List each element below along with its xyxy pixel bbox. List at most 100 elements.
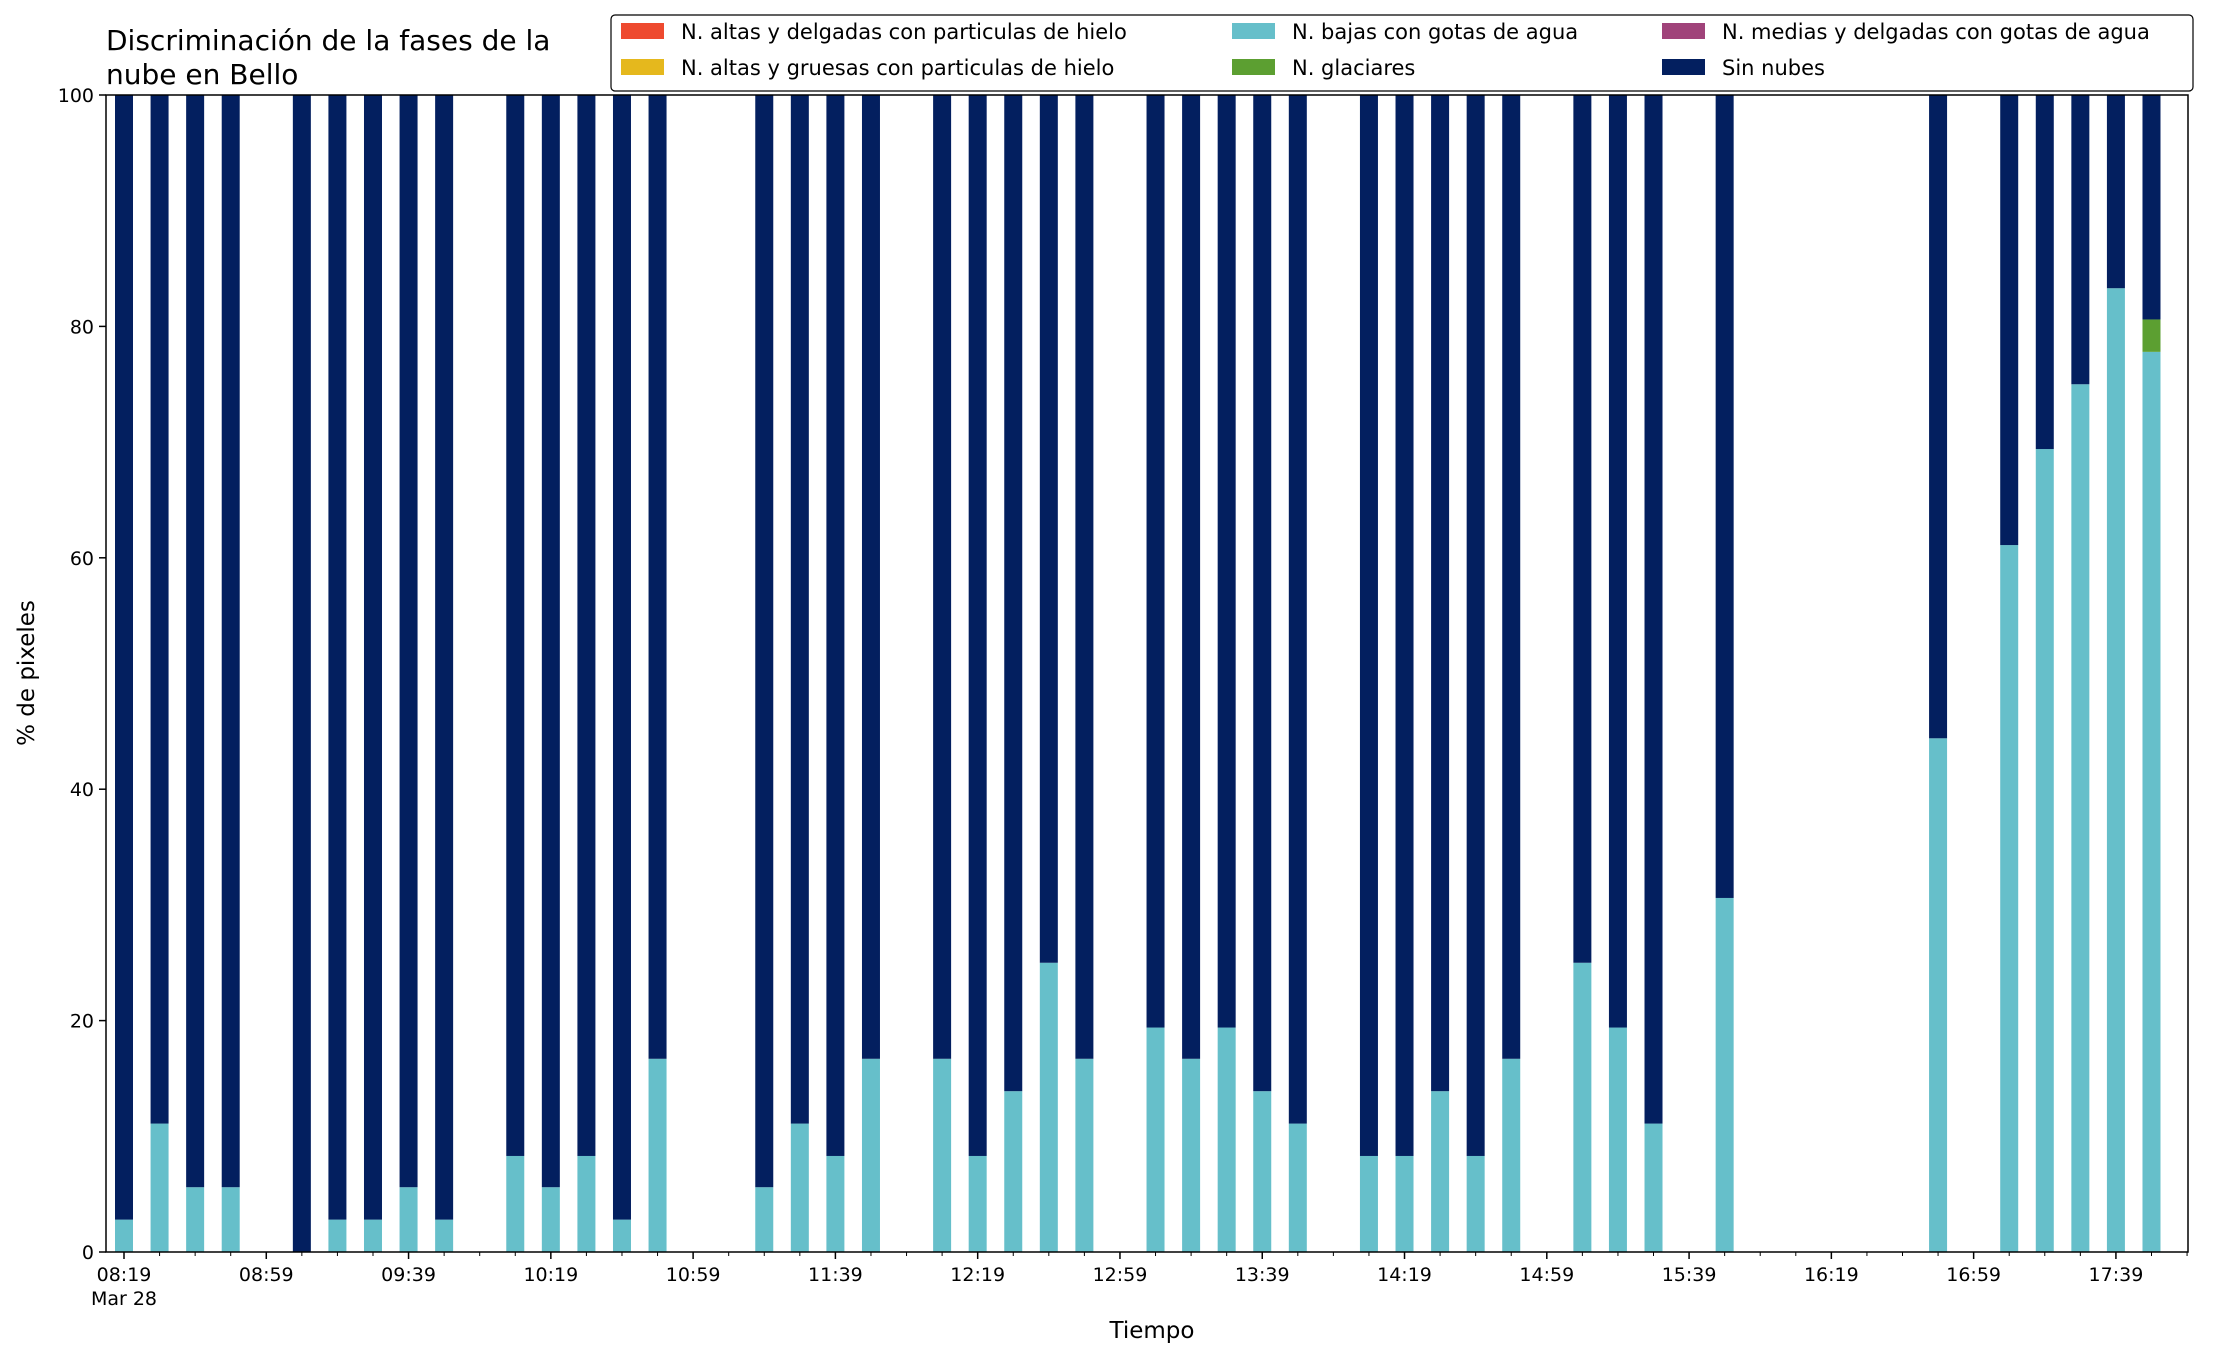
bar-segment-low-clouds (186, 1187, 205, 1252)
bar-stack (1395, 95, 1414, 1252)
bar-stack (790, 95, 809, 1252)
y-tick-label: 40 (70, 779, 94, 801)
bar-segment-low-clouds (363, 1219, 382, 1252)
x-tick-label: 08:59 (239, 1264, 294, 1286)
bar-segment-low-clouds (1466, 1155, 1485, 1252)
bar-segment-low-clouds (150, 1123, 169, 1252)
x-tick-label: 13:39 (1235, 1264, 1290, 1286)
bar-segment-low-clouds (1715, 897, 1734, 1252)
bar-segment-clear-sky (328, 95, 347, 1220)
bar-segment-low-clouds (541, 1187, 560, 1252)
bar-segment-clear-sky (1715, 95, 1734, 898)
bar-segment-clear-sky (541, 95, 560, 1188)
y-tick-label: 60 (70, 548, 94, 570)
legend: N. altas y delgadas con particulas de hi… (610, 14, 2194, 92)
bar-segment-clear-sky (506, 95, 525, 1156)
x-tick-label: 16:19 (1804, 1264, 1859, 1286)
bar-segment-clear-sky (790, 95, 809, 1124)
legend-label: N. medias y delgadas con gotas de agua (1722, 20, 2150, 44)
bar-segment-clear-sky (1075, 95, 1094, 1059)
x-tick-label: 15:39 (1662, 1264, 1717, 1286)
bar-stack (292, 95, 311, 1252)
bar-stack (506, 95, 525, 1252)
bar-stack (1466, 95, 1485, 1252)
bar-segment-low-clouds (1395, 1155, 1414, 1252)
bar-stack (186, 95, 205, 1252)
bar-segment-clear-sky (1929, 95, 1948, 739)
bar-stack (1039, 95, 1058, 1252)
legend-swatch (621, 23, 664, 39)
chart-title-line2: nube en Bello (106, 58, 298, 91)
bar-segment-low-clouds (1573, 962, 1592, 1252)
bar-segment-clear-sky (1502, 95, 1521, 1059)
legend-swatch (1232, 23, 1275, 39)
bar-segment-low-clouds (826, 1155, 845, 1252)
bar-segment-clear-sky (1395, 95, 1414, 1156)
bar-stack (933, 95, 952, 1252)
x-tick-label: 17:39 (2089, 1264, 2144, 1286)
legend-label: Sin nubes (1722, 56, 1825, 80)
legend-item: Sin nubes (1662, 56, 1825, 80)
bar-segment-low-clouds (435, 1219, 454, 1252)
x-axis-label: Tiempo (1109, 1318, 1195, 1344)
bar-stack (435, 95, 454, 1252)
bars-layer (115, 95, 2161, 1252)
bar-stack (968, 95, 987, 1252)
bar-stack (1288, 95, 1307, 1252)
bar-stack (577, 95, 596, 1252)
bar-segment-low-clouds (1217, 1027, 1236, 1252)
bar-segment-clear-sky (150, 95, 169, 1124)
bar-segment-low-clouds (612, 1219, 631, 1252)
y-tick-label: 20 (70, 1011, 94, 1033)
bar-segment-clear-sky (1608, 95, 1627, 1028)
bar-segment-clear-sky (115, 95, 133, 1220)
bar-stack (541, 95, 560, 1252)
bar-segment-low-clouds (1608, 1027, 1627, 1252)
bar-segment-low-clouds (2035, 449, 2054, 1252)
bar-segment-low-clouds (2142, 351, 2161, 1252)
bar-segment-clear-sky (648, 95, 667, 1059)
bar-stack (648, 95, 667, 1252)
y-ticks: 0 20 40 60 80 100 (58, 85, 106, 1264)
legend-swatch (1662, 59, 1705, 75)
y-tick-label: 100 (58, 85, 94, 107)
bar-stack (2035, 95, 2054, 1252)
bar-stack (115, 95, 133, 1252)
bar-segment-low-clouds (1039, 962, 1058, 1252)
bar-stack (1253, 95, 1272, 1252)
bar-stack (1644, 95, 1663, 1252)
bar-segment-clear-sky (292, 95, 311, 1252)
y-tick-label: 0 (82, 1242, 94, 1264)
bar-segment-low-clouds (399, 1187, 418, 1252)
bar-segment-low-clouds (1359, 1155, 1378, 1252)
bar-segment-clear-sky (577, 95, 596, 1156)
bar-stack (328, 95, 347, 1252)
y-tick-label: 80 (70, 316, 94, 338)
bar-segment-clear-sky (2106, 95, 2125, 289)
bar-stack (1573, 95, 1592, 1252)
x-tick-label: 12:19 (950, 1264, 1005, 1286)
bar-stack (150, 95, 169, 1252)
legend-item: N. bajas con gotas de agua (1232, 20, 1578, 44)
bar-segment-clear-sky (2035, 95, 2054, 450)
bar-segment-low-clouds (221, 1187, 240, 1252)
bar-stack (1929, 95, 1948, 1252)
bar-segment-low-clouds (861, 1058, 880, 1252)
bar-segment-glacier (2142, 319, 2161, 352)
legend-label: N. bajas con gotas de agua (1292, 20, 1578, 44)
bar-stack (1146, 95, 1165, 1252)
bar-stack (1217, 95, 1236, 1252)
bar-segment-low-clouds (755, 1187, 774, 1252)
bar-segment-clear-sky (1359, 95, 1378, 1156)
x-tick-label: 14:19 (1377, 1264, 1432, 1286)
bar-segment-clear-sky (1431, 95, 1450, 1092)
x-tick-label: 10:19 (523, 1264, 578, 1286)
bar-stack (2000, 95, 2019, 1252)
bar-stack (2071, 95, 2090, 1252)
x-ticks: 08:19 08:59 09:39 10:19 10:59 11:39 12:19 12:59… (91, 1252, 2188, 1310)
legend-swatch (1232, 59, 1275, 75)
legend-label: N. altas y delgadas con particulas de hi… (681, 20, 1127, 44)
bar-segment-clear-sky (826, 95, 845, 1156)
bar-segment-low-clouds (115, 1219, 133, 1252)
